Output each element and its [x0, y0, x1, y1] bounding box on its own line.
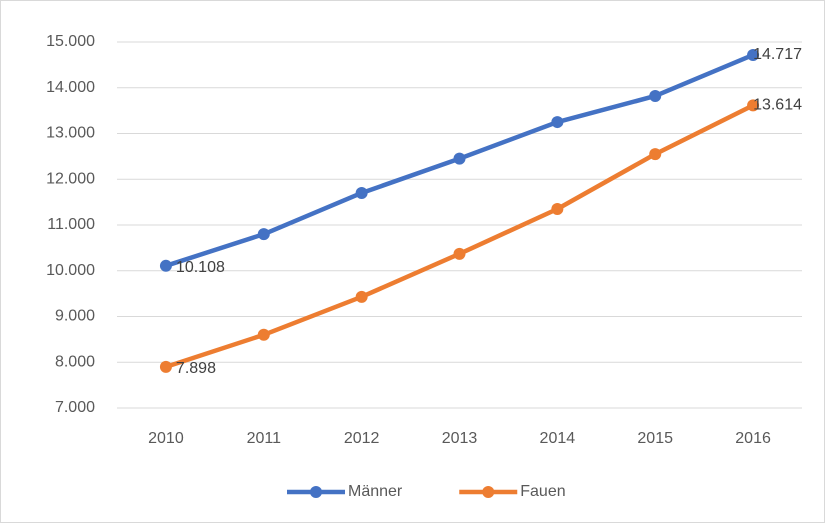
data-label: 13.614 [753, 97, 802, 114]
y-tick-label: 11.000 [47, 216, 95, 233]
x-tick-label: 2015 [637, 430, 673, 447]
data-point [649, 148, 662, 161]
y-tick-label: 15.000 [46, 33, 95, 50]
data-point [453, 247, 466, 260]
legend-label: Fauen [520, 483, 565, 500]
y-tick-label: 13.000 [46, 125, 95, 142]
data-point [649, 89, 662, 102]
data-point [453, 152, 466, 165]
y-tick-label: 14.000 [46, 79, 95, 96]
y-tick-label: 9.000 [55, 308, 95, 325]
data-point [355, 186, 368, 199]
data-point [747, 99, 760, 112]
data-point [355, 290, 368, 303]
data-point [159, 360, 172, 373]
data-point [257, 328, 270, 341]
data-point [159, 259, 172, 272]
y-tick-label: 7.000 [55, 399, 95, 416]
x-tick-label: 2011 [247, 430, 282, 447]
x-tick-label: 2010 [148, 430, 184, 447]
data-point [257, 228, 270, 241]
data-label: 7.898 [176, 360, 216, 377]
legend-marker [310, 486, 322, 498]
data-point [747, 48, 760, 61]
legend-marker [482, 486, 495, 498]
x-tick-label: 2013 [442, 430, 478, 447]
data-label: 10.108 [176, 259, 225, 276]
x-tick-label: 2014 [540, 430, 576, 447]
legend-label: Männer [348, 483, 403, 500]
x-tick-label: 2012 [344, 430, 380, 447]
data-point [551, 202, 564, 215]
y-tick-label: 8.000 [55, 353, 95, 370]
data-point [551, 116, 564, 129]
y-tick-label: 12.000 [46, 170, 95, 187]
y-tick-label: 10.000 [46, 262, 95, 279]
x-tick-label: 2016 [735, 430, 771, 447]
data-label: 14.717 [753, 46, 802, 63]
